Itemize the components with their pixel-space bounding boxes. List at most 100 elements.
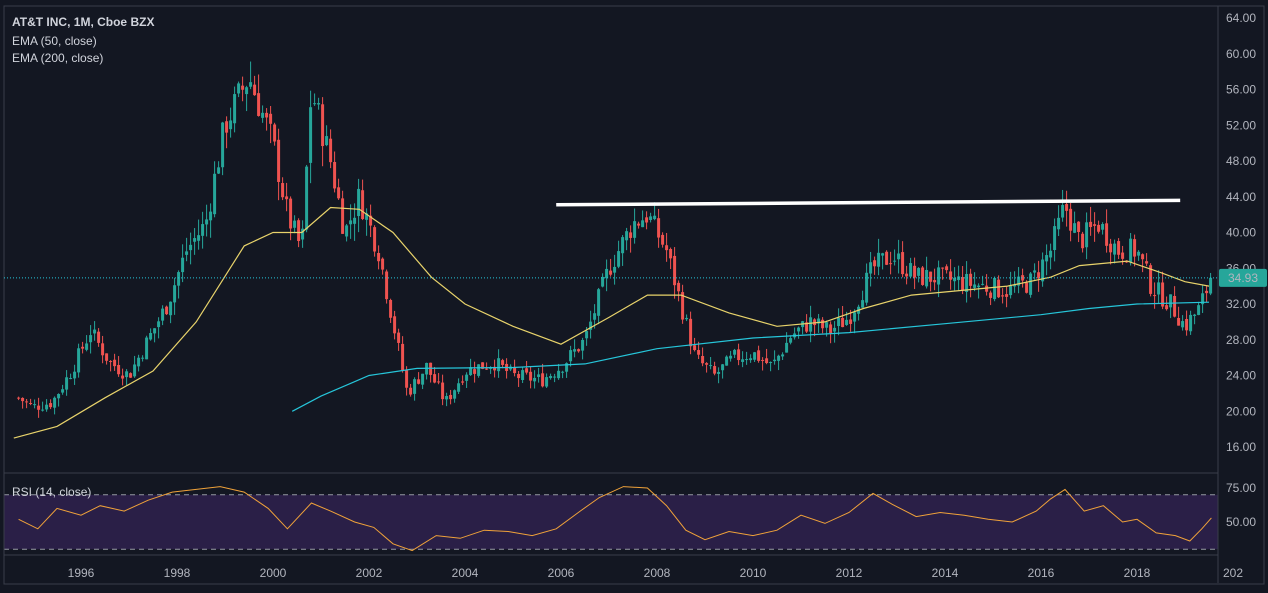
candle-body [845, 319, 849, 325]
candle-body [1145, 261, 1149, 264]
candle-body [737, 349, 741, 361]
candle-body [717, 371, 721, 374]
candle-body [193, 238, 197, 242]
candle-body [729, 355, 733, 359]
candle-body [477, 364, 481, 376]
time-tick-label: 2006 [548, 566, 575, 580]
candle-body [369, 215, 373, 226]
time-tick-label: 2014 [932, 566, 959, 580]
candle-body [761, 359, 765, 361]
candle-body [501, 360, 505, 365]
candle-body [113, 359, 117, 367]
candle-body [205, 219, 209, 225]
candle-body [45, 404, 49, 410]
candle-body [925, 269, 929, 287]
candle-body [989, 292, 993, 298]
candle-body [165, 306, 169, 315]
candle-body [145, 337, 149, 360]
candle-body [249, 82, 253, 87]
candle-body [37, 405, 41, 410]
candle-body [1021, 275, 1025, 281]
candle-body [241, 85, 245, 90]
candle-body [1137, 251, 1141, 256]
candle-body [833, 327, 837, 332]
candle-body [1169, 294, 1173, 308]
candle-body [885, 251, 889, 265]
candle-body [753, 352, 757, 360]
candle-body [1089, 221, 1093, 228]
candle-body [1093, 224, 1097, 226]
candle-body [521, 370, 525, 380]
last-price-tag [1219, 268, 1267, 287]
candle-body [825, 322, 829, 328]
candle-body [901, 252, 905, 275]
candle-body [453, 390, 457, 399]
candle-body [797, 327, 801, 332]
candle-body [325, 136, 329, 146]
candle-body [609, 270, 613, 275]
candle-body [289, 198, 293, 229]
candle-body [617, 251, 621, 267]
chart-frame [3, 5, 1265, 585]
candle-body [57, 394, 61, 399]
candle-body [69, 378, 73, 380]
candle-body [33, 404, 37, 406]
candle-body [397, 332, 401, 343]
candle-body [669, 249, 673, 259]
candle-body [1121, 252, 1125, 259]
candle-body [349, 220, 353, 225]
candle-body [221, 122, 225, 168]
candle-body [769, 362, 773, 364]
candle-body [469, 367, 473, 376]
candle-body [965, 273, 969, 292]
candle-body [1157, 282, 1161, 295]
resistance-trendline[interactable] [556, 198, 1181, 207]
legend-title[interactable]: AT&T INC, 1M, Cboe BZX [12, 15, 154, 29]
candle-body [269, 113, 273, 124]
candle-body [973, 284, 977, 288]
candle-body [173, 285, 177, 303]
candle-body [77, 348, 81, 373]
candle-body [1141, 254, 1145, 260]
candle-body [1097, 224, 1101, 232]
candle-body [125, 371, 129, 378]
candle-body [253, 84, 257, 96]
candle-body [65, 377, 69, 390]
candle-body [1005, 294, 1009, 297]
candle-body [1049, 250, 1053, 258]
candle-body [869, 262, 873, 274]
candle-body [637, 223, 641, 226]
candle-body [137, 357, 141, 367]
candle-body [133, 364, 137, 377]
rsi-tick-label: 75.00 [1226, 481, 1256, 495]
price-tick-label: 44.00 [1226, 190, 1256, 204]
legend-rsi[interactable]: RSI (14, close) [12, 485, 91, 499]
candle-body [225, 121, 229, 133]
legend-ema50[interactable]: EMA (50, close) [12, 34, 97, 48]
candle-body [773, 359, 777, 362]
candle-body [621, 237, 625, 254]
candle-body [905, 273, 909, 277]
candle-body [813, 319, 817, 326]
candle-body [913, 265, 917, 278]
time-tick-label: 1998 [164, 566, 191, 580]
candle-body [549, 375, 553, 379]
candle-body [873, 260, 877, 267]
candle-body [265, 112, 269, 118]
candle-body [685, 317, 689, 320]
candle-body [413, 379, 417, 394]
price-tick-label: 28.00 [1226, 333, 1256, 347]
candle-body [1001, 295, 1005, 297]
candle-body [889, 263, 893, 265]
candle-body [281, 183, 285, 198]
candle-body [1041, 259, 1045, 282]
candle-body [969, 273, 973, 286]
candle-body [17, 397, 21, 399]
candle-body [473, 369, 477, 374]
legend-ema200[interactable]: EMA (200, close) [12, 51, 103, 65]
candle-body [197, 235, 201, 241]
candle-body [1057, 217, 1061, 230]
candle-body [853, 312, 857, 322]
candle-body [649, 216, 653, 220]
candle-body [945, 266, 949, 271]
